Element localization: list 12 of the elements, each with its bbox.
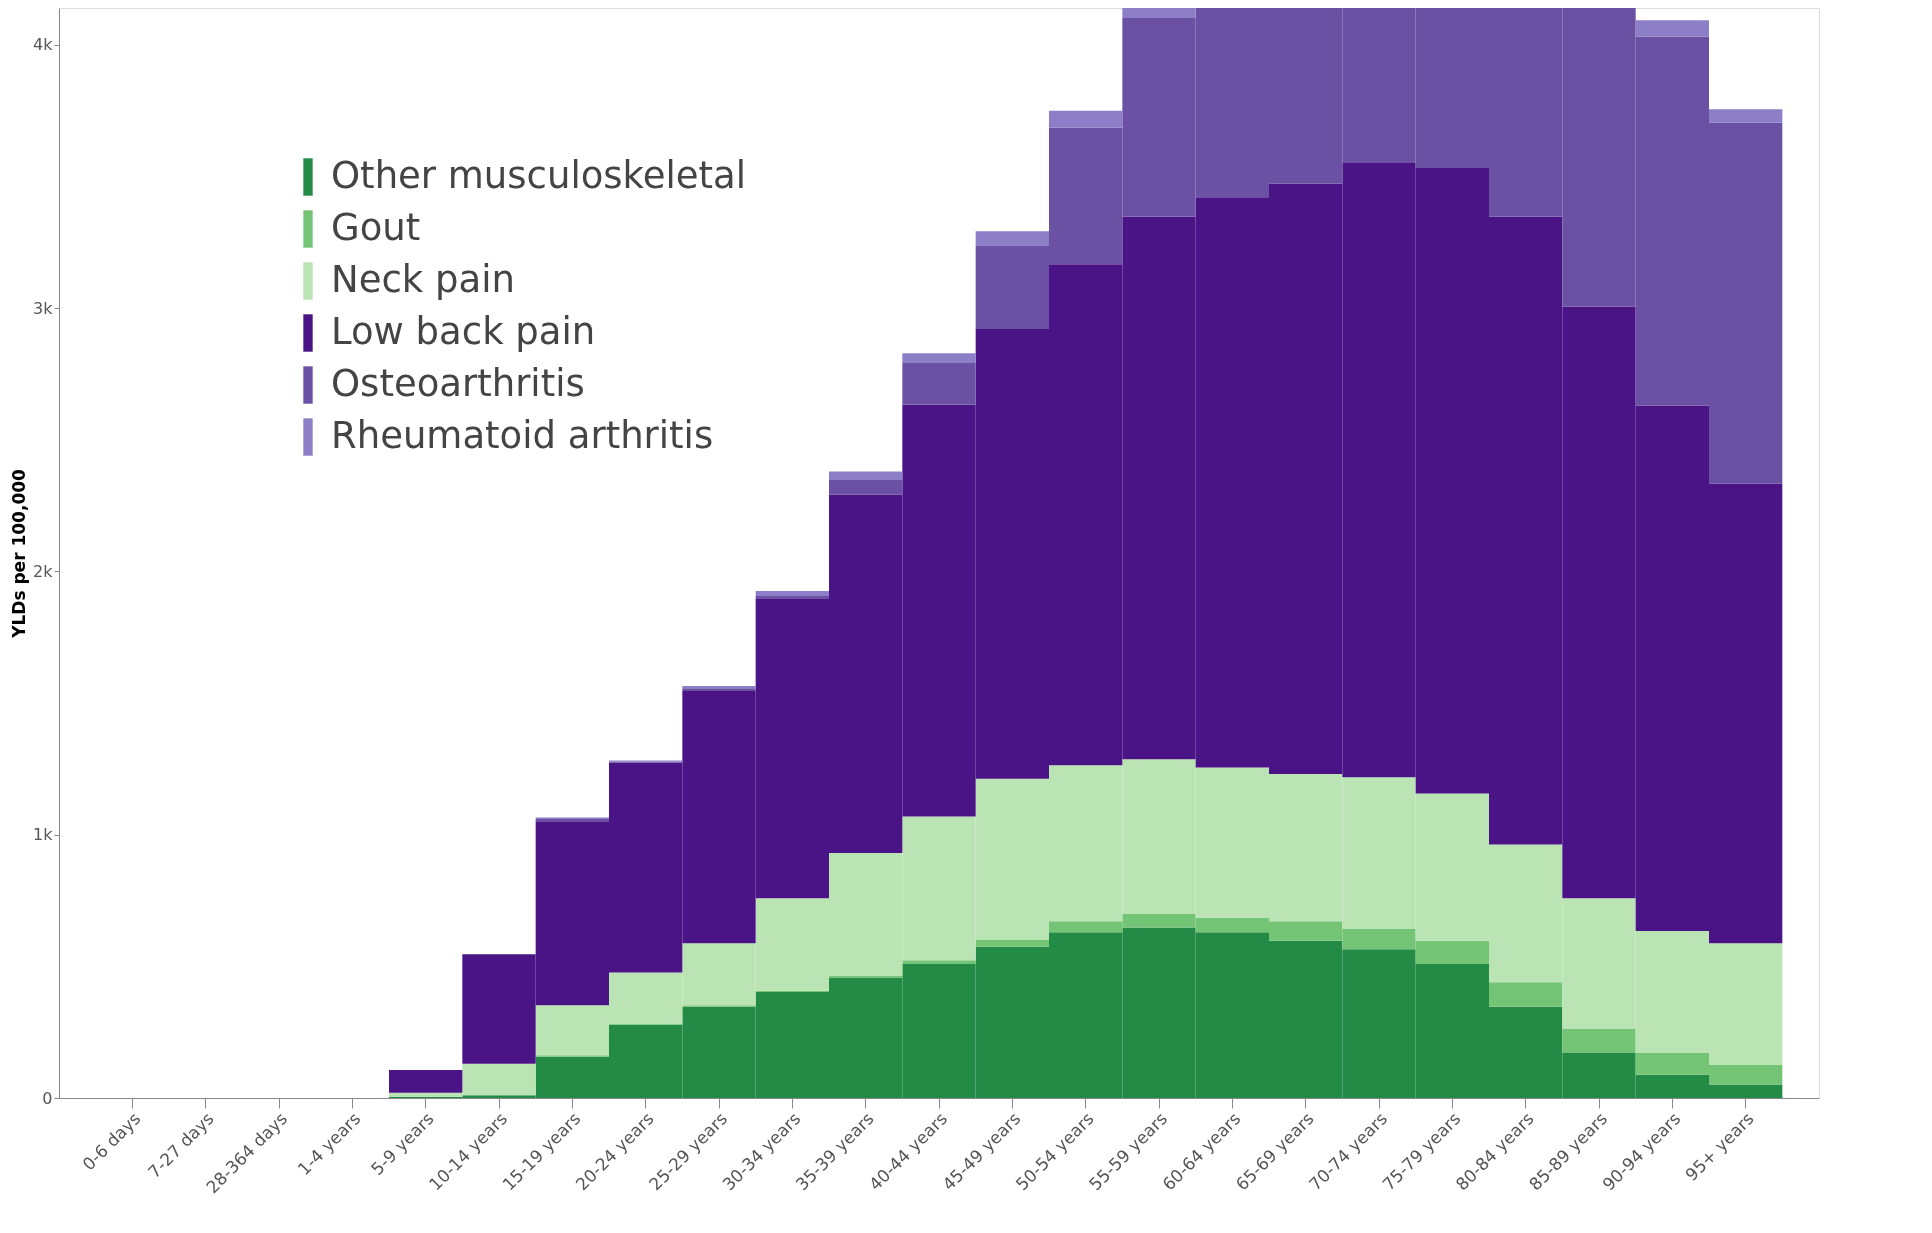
legend-label: Osteoarthritis (331, 362, 585, 405)
legend-label: Rheumatoid arthritis (331, 414, 714, 457)
legend-label: Low back pain (331, 310, 596, 353)
legend-label: Neck pain (331, 258, 515, 301)
y-tick-label: 1k (33, 825, 54, 845)
y-tick-label: 2k (33, 561, 54, 581)
legend-label: Gout (331, 206, 421, 249)
y-tick-label: 3k (33, 298, 54, 318)
y-tick-label: 0 (42, 1088, 53, 1108)
y-tick-label: 4k (33, 35, 54, 55)
y-axis-title: YLDs per 100,000 (9, 468, 30, 639)
legend-label: Other musculoskeletal (331, 154, 746, 197)
